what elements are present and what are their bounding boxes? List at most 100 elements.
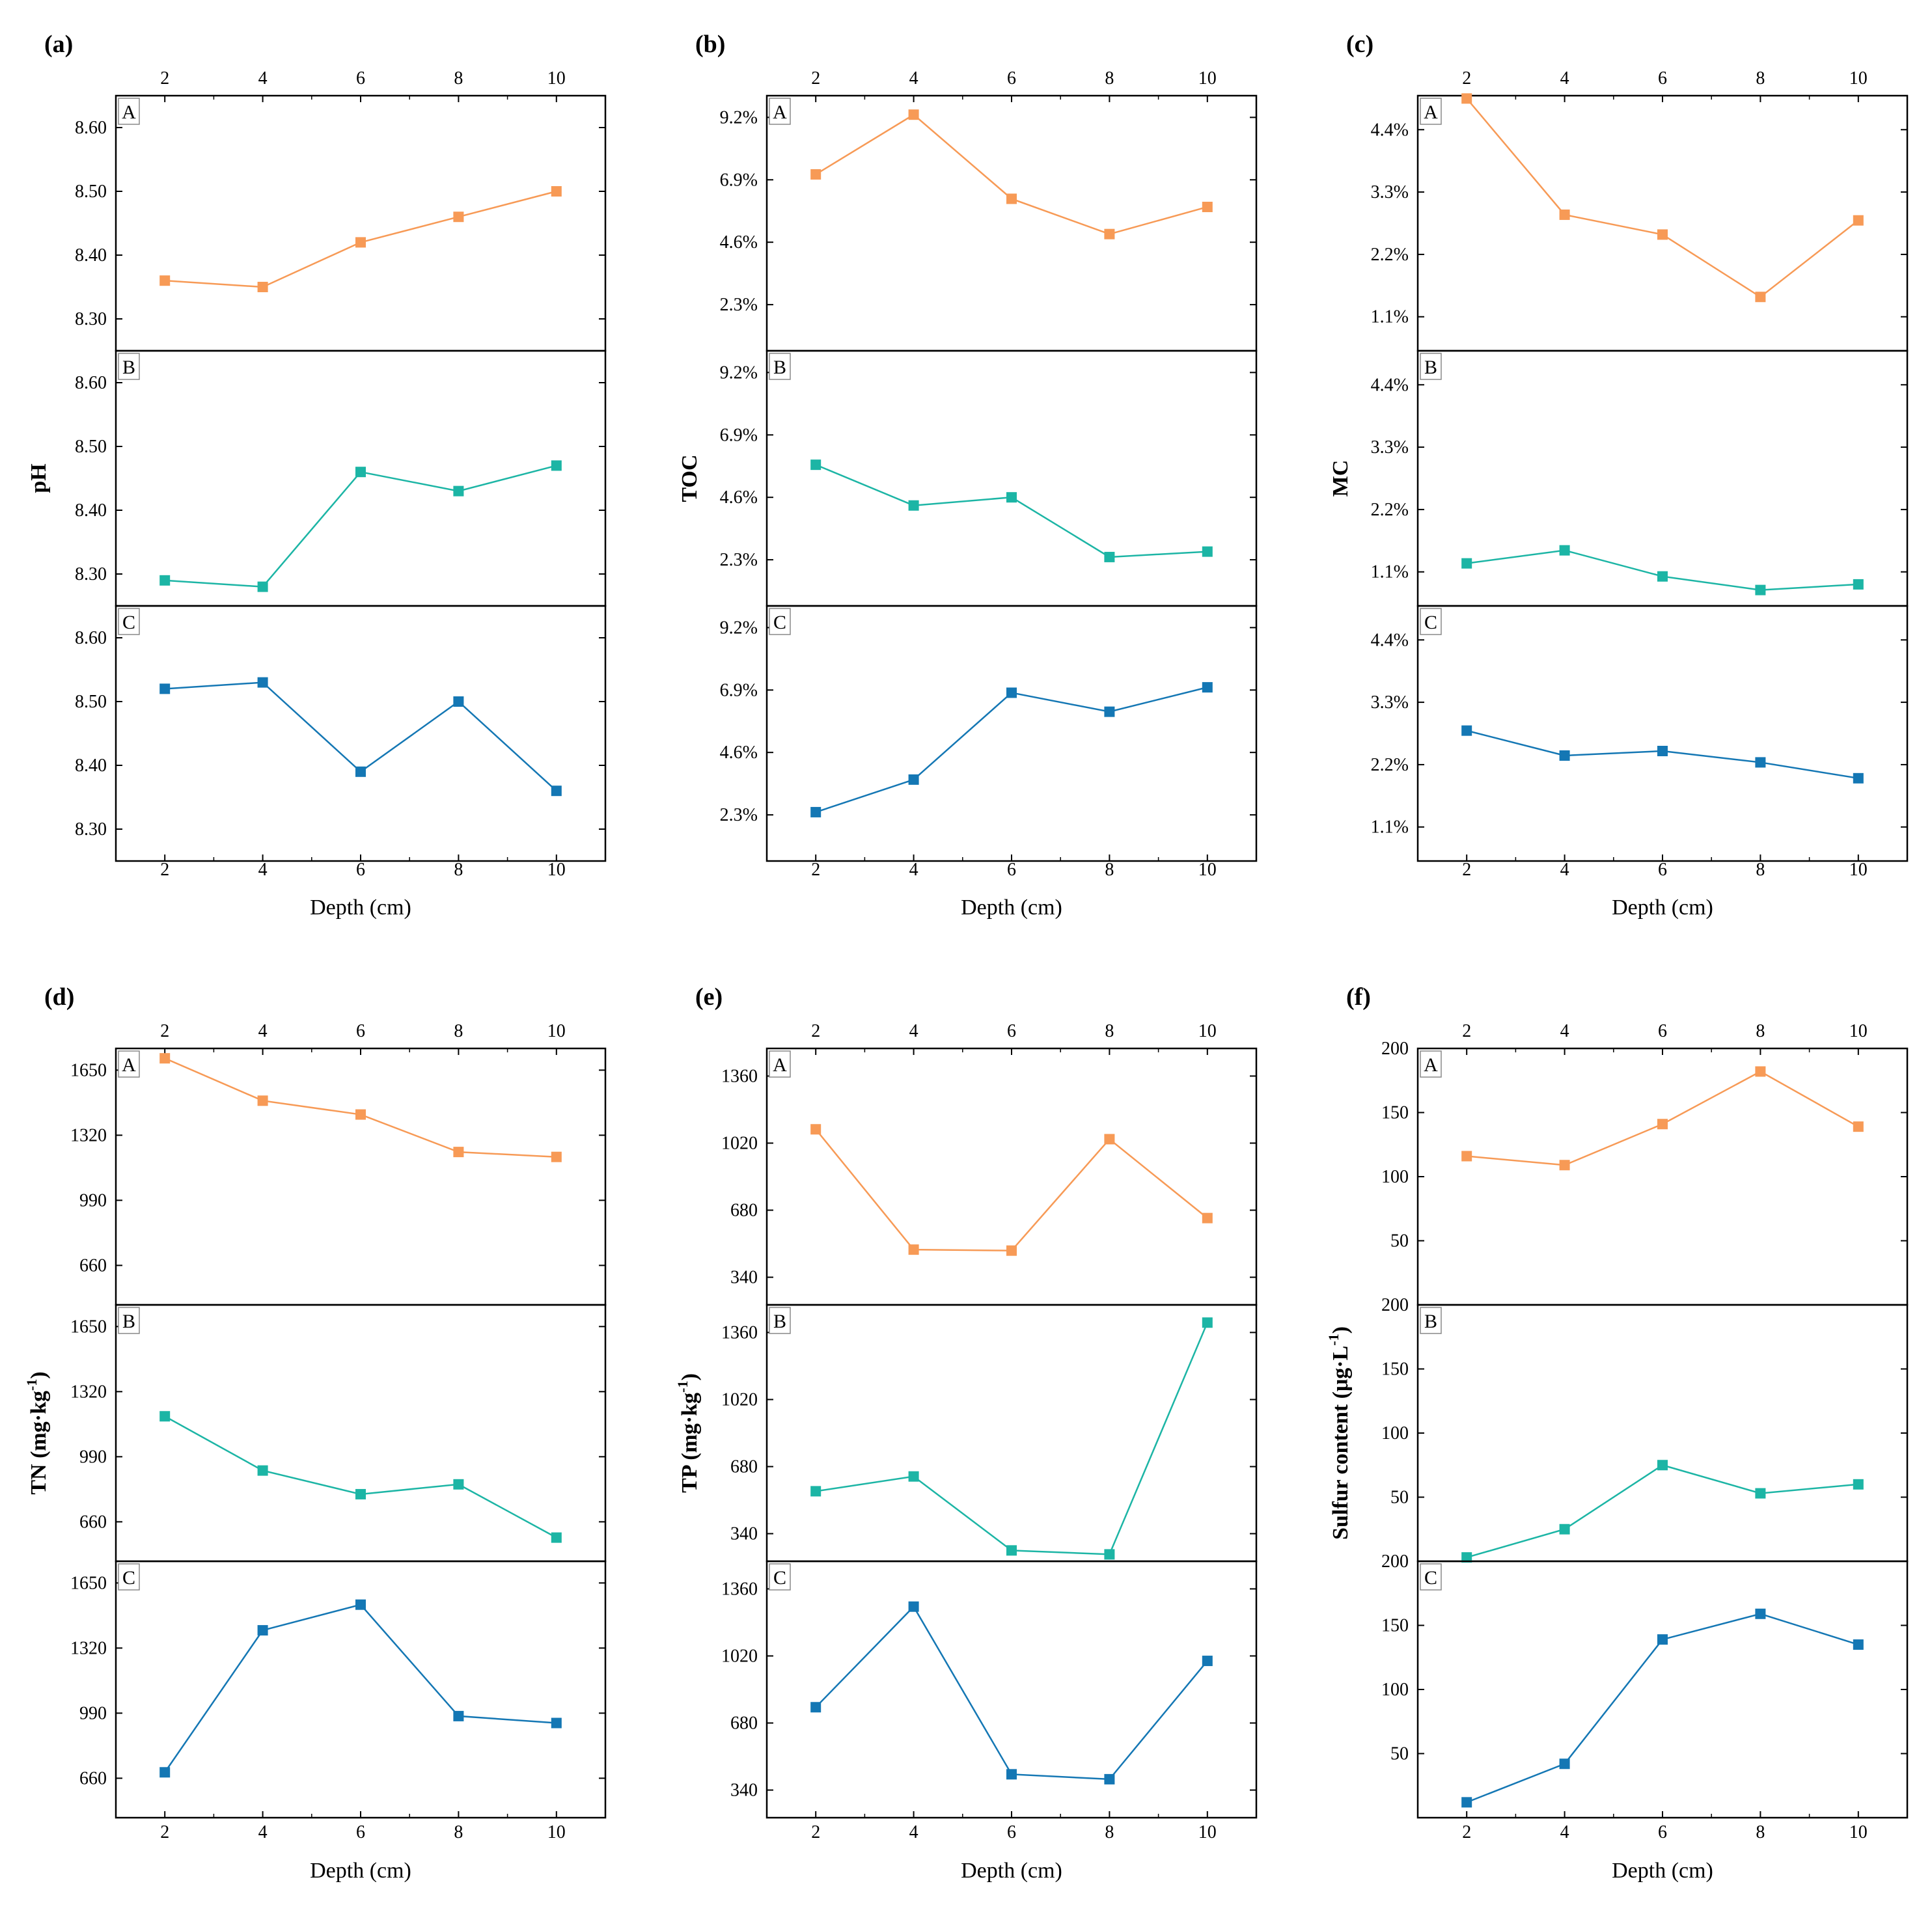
top-x-tick-label: 2 [160, 68, 169, 89]
data-point-B [908, 1471, 919, 1482]
subplot-label: B [773, 357, 786, 378]
top-x-tick-label: 10 [1849, 1021, 1868, 1041]
panel-label: (a) [44, 31, 73, 58]
y-tick-label: 8.50 [75, 692, 107, 712]
y-tick-label: 3.3% [1371, 692, 1409, 713]
subplot-label-box: A [118, 1050, 140, 1078]
subplot-frame [115, 1304, 607, 1563]
subplot-label-box: C [118, 1563, 140, 1591]
subplot-label: C [1424, 612, 1437, 633]
top-x-tick-label: 10 [547, 1021, 566, 1041]
y-tick-label: 680 [730, 1201, 758, 1221]
subplot-C: 660 990 1320 1650 C [70, 1560, 607, 1819]
bottom-x-tick-label: 10 [1198, 1822, 1217, 1842]
y-tick-label: 200 [1381, 1552, 1409, 1572]
bottom-x-tick-label: 10 [1198, 860, 1217, 880]
subplot-frame [1416, 605, 1909, 862]
y-tick-label: 1360 [721, 1322, 758, 1343]
subplot-label: C [1424, 1567, 1437, 1589]
series-line-B [165, 465, 557, 588]
subplot-label: A [1424, 1054, 1438, 1076]
series-line-C [815, 1605, 1208, 1781]
y-tick-label: 1320 [70, 1125, 107, 1145]
subplot-frame [1416, 1304, 1909, 1563]
subplot-label-frame [769, 1563, 791, 1591]
top-x-tick-label: 8 [1756, 1021, 1765, 1041]
y-axis-title-main: TOC [678, 454, 702, 502]
y-tick-label: 8.60 [75, 118, 107, 138]
top-x-tick-label: 6 [1658, 68, 1667, 89]
y-axis-title-end: ) [1329, 1326, 1353, 1333]
data-point-B [1461, 558, 1472, 569]
y-tick-label: 200 [1381, 1295, 1409, 1315]
data-point-C [1202, 1656, 1213, 1667]
data-point-B [1853, 1479, 1864, 1490]
y-tick-label: 9.2% [720, 107, 758, 128]
data-point-B [1104, 1549, 1115, 1560]
data-point-B [1657, 571, 1668, 582]
subplot-label: A [1424, 102, 1438, 123]
data-point-C [159, 1767, 171, 1778]
data-point-C [1461, 1797, 1472, 1808]
subplot-label-box: B [769, 353, 791, 380]
subplot-label-box: A [769, 98, 791, 125]
y-tick-label: 50 [1390, 1488, 1409, 1508]
subplot-label-box: C [1420, 1563, 1442, 1591]
subplot-label-frame [769, 353, 791, 380]
subplot-label-frame [118, 1050, 140, 1078]
bottom-x-tick-label: 4 [258, 1822, 268, 1842]
bottom-x-tick-label: 6 [356, 860, 365, 880]
bottom-x-tick-label: 8 [1105, 1822, 1114, 1842]
data-point-B [1559, 545, 1570, 556]
bottom-x-tick-label: 6 [1007, 1822, 1016, 1842]
y-tick-label: 1020 [721, 1133, 758, 1153]
data-point-B [453, 1479, 464, 1490]
subplot-label: B [773, 1311, 786, 1332]
data-point-C [1755, 757, 1766, 768]
y-tick-label: 1320 [70, 1638, 107, 1658]
data-point-B [551, 1532, 562, 1543]
subplot-A: 50 100 150 200 A [1381, 1039, 1909, 1306]
top-x-tick-label: 2 [160, 1021, 169, 1041]
data-point-C [257, 677, 268, 688]
data-point-A [810, 1124, 821, 1135]
top-x-tick-label: 6 [1007, 1021, 1016, 1041]
subplot-label-frame [118, 353, 140, 380]
subplot-frame [1416, 94, 1909, 352]
data-point-B [1202, 1317, 1213, 1328]
data-point-C [1755, 1608, 1766, 1619]
data-point-A [810, 169, 821, 180]
bottom-x-tick-label: 8 [1105, 860, 1114, 880]
top-x-tick-label: 6 [356, 1021, 365, 1041]
data-point-B [1202, 546, 1213, 557]
y-tick-label: 8.30 [75, 564, 107, 584]
y-tick-label: 8.30 [75, 309, 107, 329]
subplot-frame [766, 1304, 1258, 1563]
subplot-C: 340 680 1020 1360 C [721, 1560, 1258, 1819]
y-axis-title-main: TN (mg·kg [27, 1391, 51, 1495]
data-point-C [908, 1601, 919, 1612]
y-tick-label: 8.40 [75, 756, 107, 776]
subplot-label-frame [1420, 1563, 1442, 1591]
subplot-label-box: C [1420, 608, 1442, 635]
subplot-C: 1.1% 2.2% 3.3% 4.4% C [1371, 605, 1909, 862]
data-point-A [355, 237, 366, 248]
subplot-label-frame [1420, 98, 1442, 125]
y-tick-label: 680 [730, 1714, 758, 1734]
y-axis-title-end: ) [27, 1371, 51, 1378]
y-tick-label: 3.3% [1371, 437, 1409, 458]
subplot-label-frame [118, 608, 140, 635]
series-line-B [816, 1322, 1208, 1555]
subplot-label: B [122, 357, 135, 378]
y-tick-label: 4.4% [1371, 630, 1409, 650]
subplot-frame [766, 349, 1258, 607]
y-tick-label: 2.2% [1371, 755, 1409, 775]
subplot-C: 8.30 8.40 8.50 8.60 C [75, 605, 607, 862]
subplot-B: 1.1% 2.2% 3.3% 4.4% B [1371, 349, 1909, 607]
y-tick-label: 9.2% [720, 618, 758, 638]
data-point-A [159, 1053, 171, 1064]
y-tick-label: 660 [79, 1768, 107, 1788]
bottom-x-tick-label: 10 [547, 860, 566, 880]
y-tick-label: 990 [79, 1703, 107, 1723]
